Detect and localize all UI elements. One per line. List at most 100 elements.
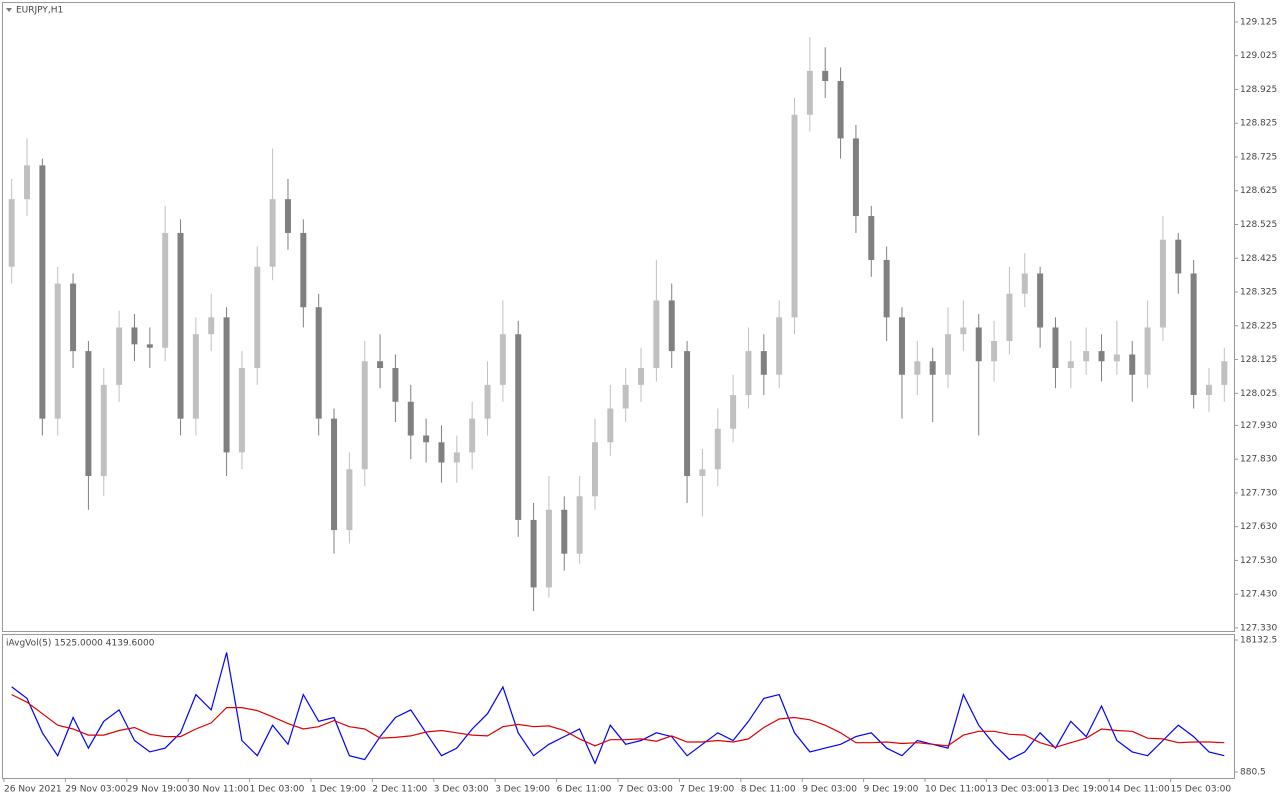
- candle-body: [24, 165, 31, 200]
- candle-body: [883, 259, 890, 318]
- x-tick-label: 10 Dec 11:00: [925, 785, 986, 795]
- candle-body: [70, 283, 77, 352]
- candle-body: [914, 361, 921, 375]
- candle-body: [730, 394, 737, 429]
- candle-body: [837, 81, 844, 139]
- y-tick-label: 128.925: [1240, 85, 1277, 95]
- series-line: [11, 652, 1225, 765]
- candle-body: [361, 361, 368, 470]
- candle-body: [453, 452, 460, 463]
- candle-body: [515, 334, 522, 520]
- y-tick-label: 128.125: [1240, 355, 1277, 365]
- y-tick-label: 129.125: [1240, 17, 1277, 27]
- candle-body: [975, 327, 982, 362]
- candle-body: [1144, 327, 1151, 375]
- x-tick-label: 26 Nov 2021: [4, 785, 62, 795]
- candle-body: [392, 367, 399, 402]
- menu-arrow[interactable]: [6, 8, 12, 12]
- y-tick-label: 128.625: [1240, 186, 1277, 196]
- x-tick-label: 14 Dec 11:00: [1109, 785, 1170, 795]
- candle-body: [1006, 293, 1013, 341]
- candle-body: [591, 442, 598, 497]
- x-tick-label: 6 Dec 11:00: [557, 785, 612, 795]
- candle-body: [469, 418, 476, 453]
- candle-body: [1159, 239, 1166, 328]
- candle-body: [1021, 273, 1028, 294]
- candle-body: [1037, 273, 1044, 328]
- candle-body: [898, 317, 905, 375]
- candle-body: [131, 327, 138, 345]
- candle-body: [622, 384, 629, 409]
- indicator-title: iAvgVol(5) 1525.0000 4139.6000: [6, 639, 155, 649]
- candle-body: [1098, 351, 1105, 362]
- candle-body: [438, 442, 445, 463]
- candle-body: [668, 300, 675, 352]
- candle-body: [54, 283, 61, 419]
- candle-body: [714, 428, 721, 470]
- x-tick-label: 3 Dec 03:00: [434, 785, 489, 795]
- candle-body: [39, 165, 46, 419]
- candle-body: [177, 232, 184, 419]
- candle-body: [146, 344, 153, 348]
- x-tick-label: 15 Dec 03:00: [1171, 785, 1232, 795]
- candle-body: [315, 307, 322, 419]
- y-tick-label: 127.630: [1240, 522, 1277, 532]
- y-tick-label: 128.225: [1240, 321, 1277, 331]
- candle-body: [1175, 239, 1182, 274]
- candle-body: [561, 509, 568, 554]
- candle-body: [868, 216, 875, 260]
- candle-body: [745, 351, 752, 395]
- y-tick-label: 18132.5: [1240, 636, 1277, 646]
- x-tick-label: 1 Dec 19:00: [311, 785, 366, 795]
- x-tick-label: 9 Dec 03:00: [802, 785, 857, 795]
- candle-body: [822, 70, 829, 82]
- candle-body: [1205, 384, 1212, 395]
- candle-body: [284, 199, 291, 233]
- candle-body: [960, 327, 967, 335]
- candle-body: [852, 138, 859, 217]
- candle-body: [499, 334, 506, 385]
- y-tick-label: 127.330: [1240, 623, 1277, 633]
- candle-body: [1067, 361, 1074, 368]
- candle-body: [776, 317, 783, 375]
- candle-body: [1221, 361, 1228, 385]
- candle-body: [1113, 354, 1120, 362]
- candle-body: [991, 340, 998, 362]
- candle-body: [545, 509, 552, 588]
- y-tick-label: 128.725: [1240, 152, 1277, 162]
- y-tick-label: 127.830: [1240, 455, 1277, 465]
- candle-body: [607, 408, 614, 443]
- candle-body: [699, 469, 706, 477]
- candle-body: [791, 114, 798, 318]
- candle-body: [484, 384, 491, 419]
- y-tick-label: 129.025: [1240, 51, 1277, 61]
- y-tick-label: 128.425: [1240, 254, 1277, 264]
- x-tick-label: 1 Dec 03:00: [250, 785, 305, 795]
- candle-body: [638, 367, 645, 385]
- x-tick-label: 9 Dec 19:00: [864, 785, 919, 795]
- candle-body: [192, 334, 199, 419]
- x-tick-label: 13 Dec 19:00: [1048, 785, 1109, 795]
- candle-body: [162, 232, 169, 348]
- x-tick-label: 8 Dec 11:00: [741, 785, 796, 795]
- chart-title: EURJPY,H1: [16, 6, 63, 16]
- candle-body: [576, 496, 583, 554]
- candle-body: [1083, 351, 1090, 362]
- y-tick-label: 127.930: [1240, 421, 1277, 431]
- candle-body: [377, 361, 384, 368]
- candle-body: [1052, 327, 1059, 368]
- candle-body: [269, 199, 276, 267]
- candle-body: [116, 327, 123, 385]
- candle-body: [223, 317, 230, 453]
- x-tick-label: 29 Nov 19:00: [127, 785, 188, 795]
- x-tick-label: 29 Nov 03:00: [65, 785, 126, 795]
- y-tick-label: 127.730: [1240, 488, 1277, 498]
- y-tick-label: 127.530: [1240, 556, 1277, 566]
- series-line: [11, 694, 1225, 748]
- candle-body: [300, 232, 307, 308]
- candle-body: [208, 317, 215, 335]
- x-tick-label: 3 Dec 19:00: [495, 785, 550, 795]
- x-tick-label: 7 Dec 19:00: [679, 785, 734, 795]
